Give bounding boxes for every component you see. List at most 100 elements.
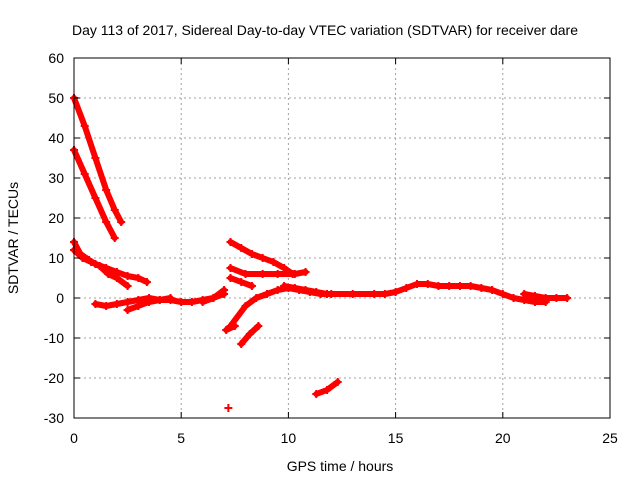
series-track-steep-a [70,94,126,226]
x-tick-label: 10 [281,430,297,446]
data-point [402,284,411,292]
data-point [333,378,342,386]
data-point [102,186,111,194]
data-point [322,290,331,298]
data-point [241,270,250,278]
y-axis-label: SDTVAR / TECUs [5,182,21,294]
data-point [269,258,278,266]
data-point [95,262,104,270]
data-point [155,296,164,304]
x-tick-label: 15 [388,430,404,446]
data-point [477,284,486,292]
data-layer [70,94,572,412]
y-tick-label: 60 [48,50,64,66]
y-tick-label: 10 [48,250,64,266]
data-point [145,298,154,306]
x-axis-label: GPS time / hours [287,458,394,474]
data-point [80,170,89,178]
series-track-dip-d [224,404,233,412]
data-point [466,282,475,290]
data-point [423,280,432,288]
data-point [112,274,121,282]
data-point [237,340,246,348]
data-point [273,286,282,294]
data-point [391,288,400,296]
data-point [241,302,250,310]
series-track-dip-b [222,322,239,334]
data-point [280,282,289,290]
plot-frame [73,57,611,419]
data-point [220,286,229,294]
data-point [520,290,529,298]
data-point [247,250,256,258]
data-point [247,282,256,290]
data-point [509,294,518,302]
data-point [166,294,175,302]
data-point [301,268,310,276]
data-point [312,288,321,296]
data-point [455,282,464,290]
data-point [254,322,263,330]
series-track-upper-c [226,274,256,290]
y-tick-label: 0 [56,290,64,306]
data-point [413,280,422,288]
data-point [290,284,299,292]
series-track-upper-a [226,238,297,278]
x-tick-label: 0 [70,430,78,446]
data-point [237,244,246,252]
data-point [226,274,235,282]
data-point [222,326,231,334]
ticks: 0 5 10 15 20 25 -30 -20 -10 0 10 20 30 40 50 60 [44,50,618,446]
data-point [273,270,282,278]
series-track-dip-c [312,378,342,398]
data-point [301,286,310,294]
data-point [498,290,507,298]
data-point [370,290,379,298]
data-point [91,194,100,202]
series-track-upper-d [280,282,331,298]
y-tick-label: 30 [48,170,64,186]
data-point [226,238,235,246]
data-point [123,272,132,280]
data-point [380,290,389,298]
data-point [541,294,550,302]
data-point [104,270,113,278]
data-point [280,264,289,272]
series-line [71,95,125,225]
data-point [123,282,132,290]
series-track-low-c [198,286,229,306]
data-point [187,298,196,306]
data-point [563,294,572,302]
data-point [488,286,497,294]
y-tick-label: -30 [44,410,64,426]
data-point [87,258,96,266]
chart-title: Day 113 of 2017, Sidereal Day-to-day VTE… [72,22,578,38]
data-point [177,298,186,306]
y-tick-label: -20 [44,370,64,386]
data-point [91,300,100,308]
data-point [224,404,233,412]
data-point [142,278,151,286]
data-point [102,302,111,310]
data-point [245,330,254,338]
y-tick-label: 40 [48,130,64,146]
x-tick-label: 20 [495,430,511,446]
data-point [258,270,267,278]
y-tick-label: 50 [48,90,64,106]
data-point [123,306,132,314]
series-track-mid-b [520,290,572,302]
data-point [110,234,119,242]
data-point [226,264,235,272]
data-point [134,302,143,310]
y-tick-label: -10 [44,330,64,346]
series-track-low-b [123,294,175,314]
series-track-dip-a [237,322,263,348]
x-tick-label: 25 [602,430,618,446]
data-point [262,290,271,298]
data-point [198,298,207,306]
x-tick-label: 5 [177,430,185,446]
data-point [209,294,218,302]
series-line [227,281,549,329]
